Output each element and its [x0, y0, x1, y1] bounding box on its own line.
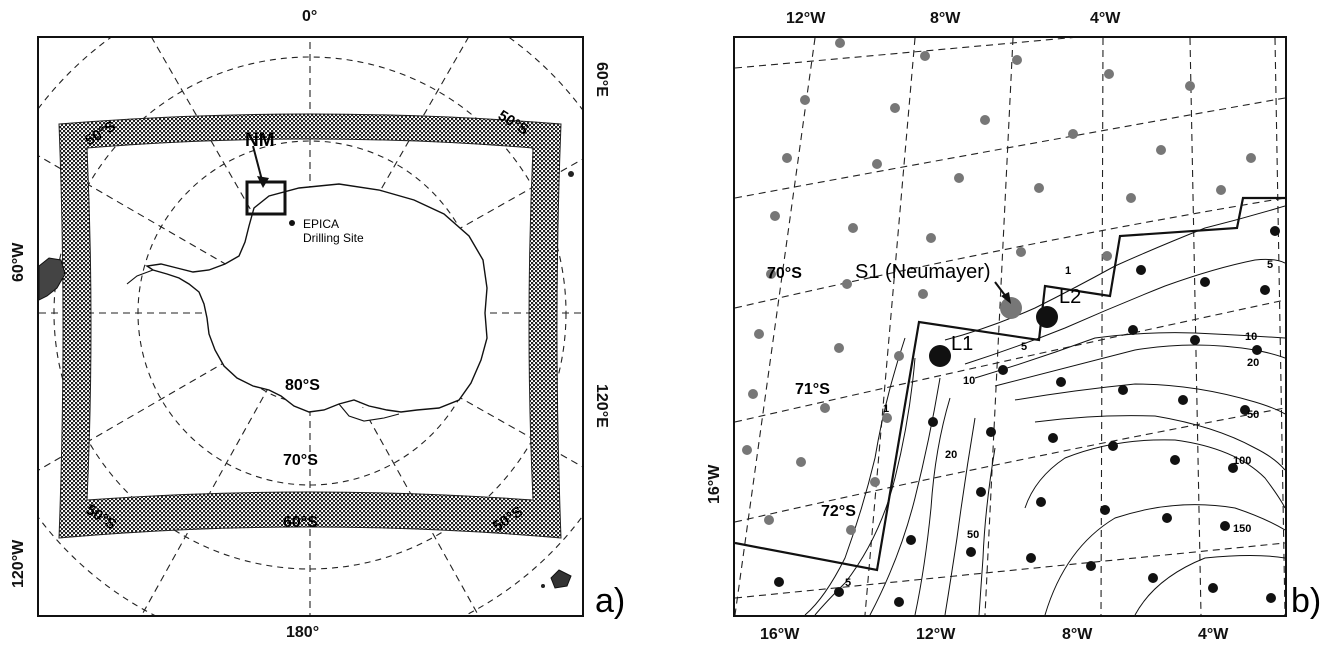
lat-label-80s: 80°S — [285, 377, 320, 394]
lat-label-70s: 70°S — [283, 452, 318, 469]
contour-labels: 1 1 5 5 5 10 10 20 20 50 50 100 150 — [845, 259, 1273, 589]
antarctica-map-svg: 50°S 50°S 50°S 50°S 60°S 70°S 80°S NM EP… — [39, 38, 582, 615]
panel-b-bottom-label-16w: 16°W — [760, 626, 800, 643]
south-america-tip — [39, 257, 66, 301]
neumayer-region-map: 70°S 71°S 72°S S1 (Neumayer) L1 L2 1 1 5… — [733, 36, 1287, 617]
contour-label: 10 — [1245, 331, 1257, 343]
panel-a-right-lower-label: 120°E — [593, 384, 610, 428]
panel-b-bottom-label-12w: 12°W — [916, 626, 956, 643]
panel-b-top-label-8w: 8°W — [930, 10, 961, 27]
contour-label: 1 — [1065, 265, 1071, 277]
contour-label: 20 — [945, 449, 957, 461]
panel-b-bottom-label-4w: 4°W — [1198, 626, 1229, 643]
contour-label: 100 — [1233, 455, 1251, 467]
panel-a-letter: a) — [595, 582, 626, 620]
latitude-arcs — [735, 38, 1285, 599]
panel-a-left-lower-label: 120°W — [10, 539, 27, 588]
neumayer-station-marker — [1000, 297, 1022, 319]
model-domain-frame — [58, 113, 562, 539]
neumayer-station-label: S1 (Neumayer) — [855, 261, 991, 283]
lat-label-72s: 72°S — [821, 503, 856, 520]
panel-a-right-upper-label: 60°E — [593, 62, 610, 97]
neumayer-map-svg: 70°S 71°S 72°S S1 (Neumayer) L1 L2 1 1 5… — [735, 38, 1285, 615]
antarctica-domain-map: 50°S 50°S 50°S 50°S 60°S 70°S 80°S NM EP… — [37, 36, 584, 617]
panel-b-bottom-label-8w: 8°W — [1062, 626, 1093, 643]
contour-label: 5 — [1267, 259, 1273, 271]
lat-label-71s: 71°S — [795, 381, 830, 398]
contour-label: 20 — [1247, 357, 1259, 369]
panel-b-top-label-12w: 12°W — [786, 10, 826, 27]
site-l1-label: L1 — [951, 333, 973, 355]
site-l2-marker — [1036, 306, 1058, 328]
antarctica-outline — [145, 183, 488, 413]
lat-label-60s: 60°S — [283, 514, 318, 531]
panel-b-letter: b) — [1291, 582, 1322, 620]
meridian-lines-b — [735, 38, 1285, 615]
contour-label: 5 — [1021, 341, 1027, 353]
epica-site-marker — [289, 220, 295, 226]
land-grid-points — [774, 226, 1280, 607]
contour-label: 10 — [963, 375, 975, 387]
depth-contours — [804, 205, 1285, 615]
epica-label-line2: Drilling Site — [303, 231, 364, 245]
site-l2-label: L2 — [1059, 286, 1081, 308]
panel-a-bottom-label: 180° — [286, 624, 320, 641]
epica-label-line1: EPICA — [303, 217, 339, 231]
contour-label: 50 — [967, 529, 979, 541]
site-l1-marker — [929, 345, 951, 367]
contour-label: 5 — [845, 577, 851, 589]
contour-label: 150 — [1233, 523, 1251, 535]
contour-label: 50 — [1247, 409, 1259, 421]
nm-label: NM — [245, 130, 275, 151]
panel-b-left-label-16w: 16°W — [706, 464, 723, 504]
model-coastline — [735, 196, 1285, 572]
lat-label-70s: 70°S — [767, 265, 802, 282]
panel-a-left-upper-label: 60°W — [10, 242, 27, 282]
ocean-grid-points — [742, 38, 1256, 535]
panel-b-top-label-4w: 4°W — [1090, 10, 1121, 27]
contour-label: 1 — [883, 403, 889, 415]
panel-a-top-label: 0° — [302, 8, 318, 25]
